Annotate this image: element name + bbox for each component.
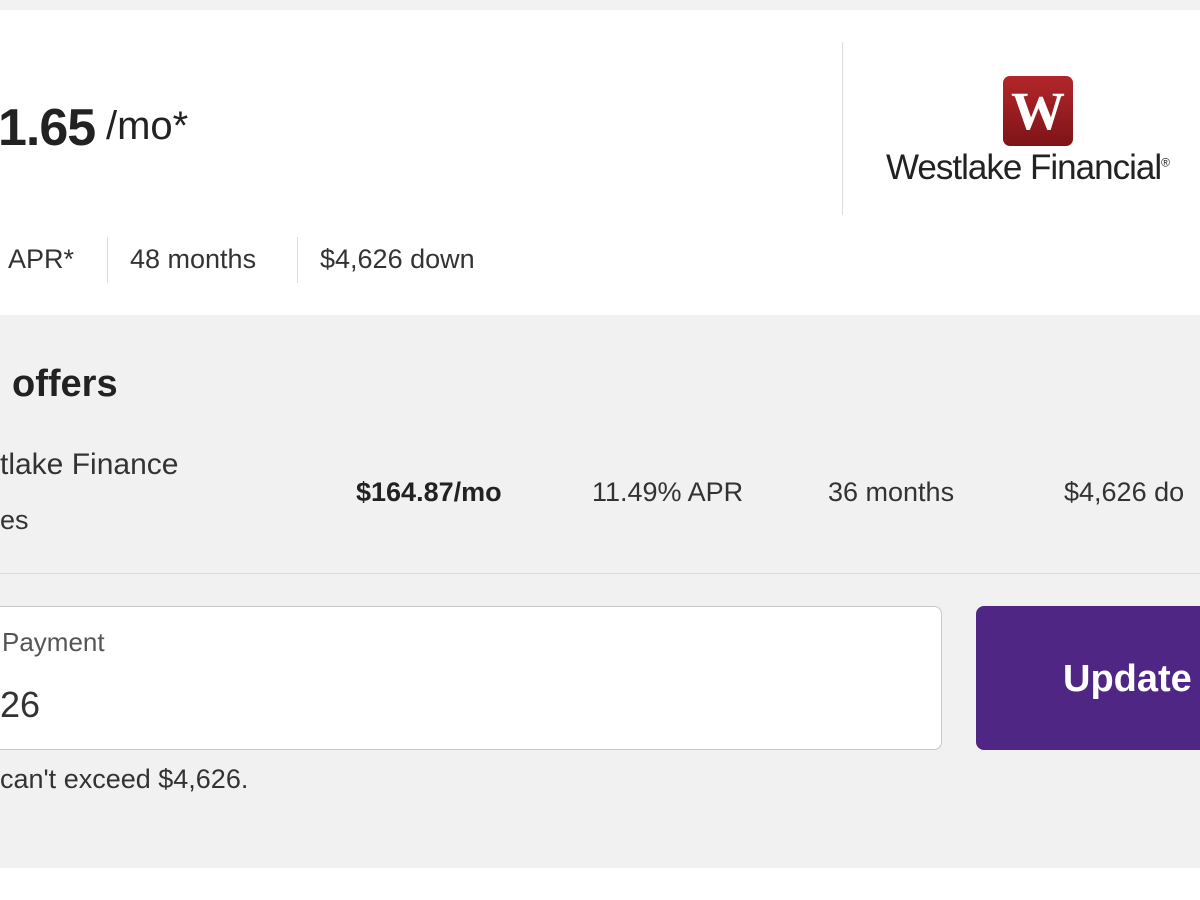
- divider: [107, 237, 108, 283]
- registered-mark: ®: [1161, 155, 1170, 170]
- offer-price: $164.87/mo: [356, 477, 502, 507]
- divider: [297, 237, 298, 283]
- button-label: Update: [1063, 658, 1192, 700]
- offer-sub: es: [0, 505, 29, 535]
- apr: APR*: [8, 244, 75, 274]
- down-payment: $4,626 down: [320, 244, 475, 274]
- logo-letter: W: [1011, 81, 1065, 141]
- input-value: 26: [0, 684, 41, 725]
- lender-logo: W: [1003, 76, 1073, 146]
- offer-down: $4,626 do: [1064, 477, 1185, 507]
- offer-lender: tlake Finance: [0, 448, 179, 481]
- footer-space: [0, 868, 1200, 900]
- divider: [842, 42, 843, 215]
- offer-apr: 11.49% APR: [592, 477, 744, 507]
- down-payment-input[interactable]: [0, 606, 942, 750]
- helper-text: can't exceed $4,626.: [0, 764, 249, 794]
- offer-card: [0, 10, 1200, 315]
- lender-name: Westlake Financial®: [886, 148, 1170, 188]
- update-button[interactable]: Update: [976, 606, 1200, 750]
- offer-term: 36 months: [828, 477, 955, 507]
- price-unit: /mo*: [106, 104, 189, 148]
- section-title: offers: [12, 363, 118, 405]
- offers-panel: [0, 315, 1200, 868]
- term: 48 months: [130, 244, 257, 274]
- row-divider: [0, 573, 1200, 574]
- lender-name-text: Westlake Financial: [886, 148, 1162, 187]
- monthly-price: 1.65: [0, 99, 96, 157]
- input-label: Payment: [2, 627, 105, 657]
